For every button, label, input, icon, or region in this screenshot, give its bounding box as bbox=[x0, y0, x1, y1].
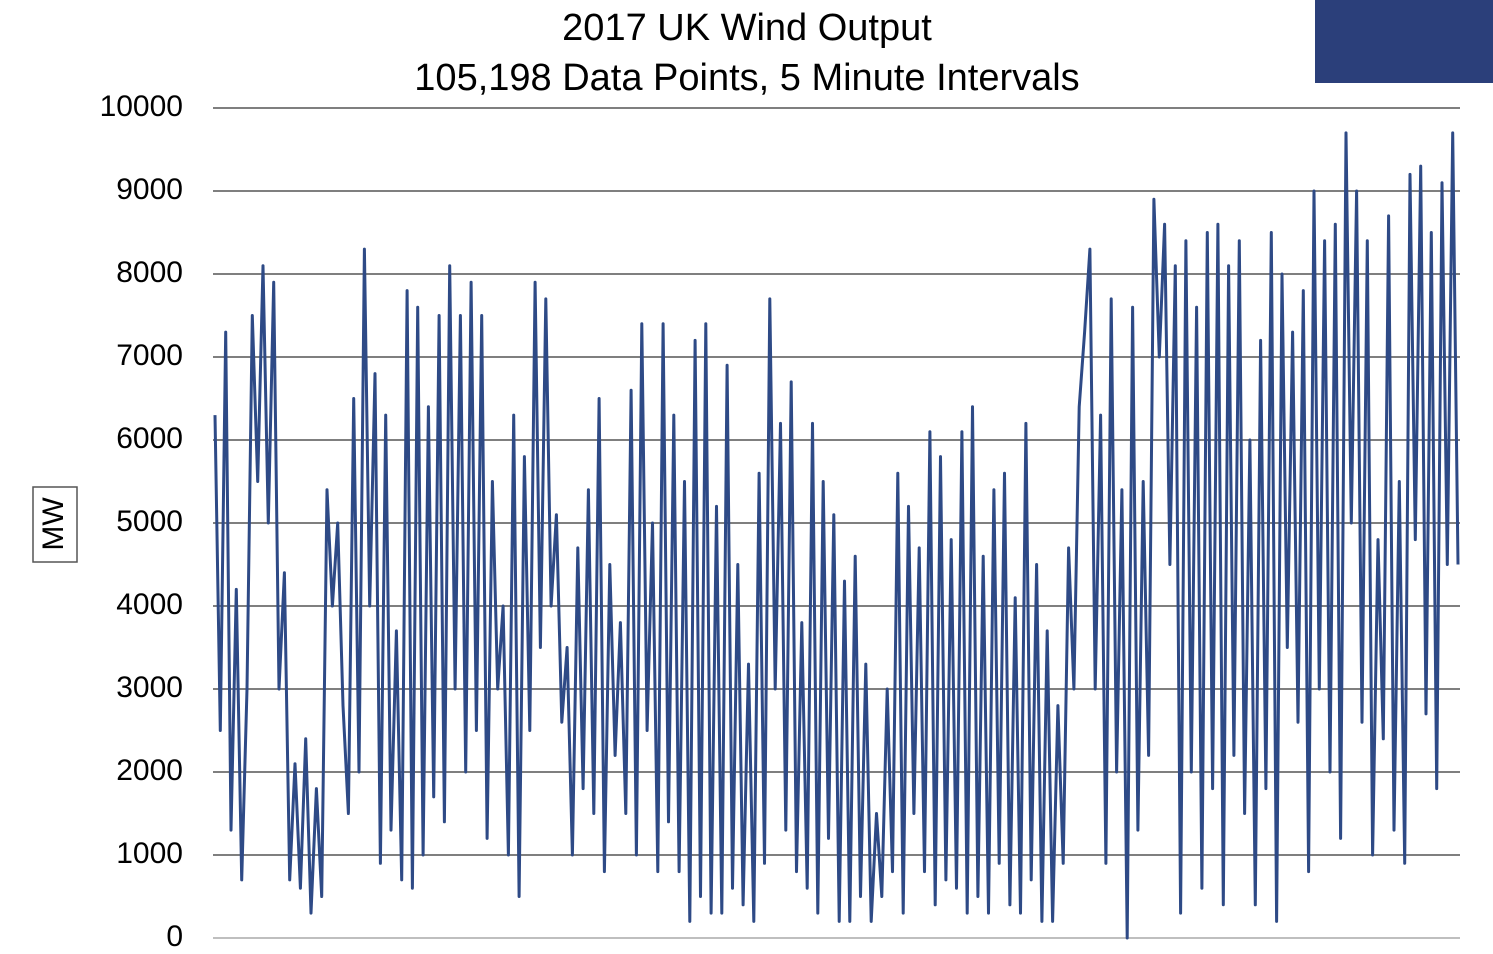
y-tick-label: 7000 bbox=[116, 339, 183, 372]
corner-image bbox=[1315, 0, 1493, 83]
chart-subtitle: 105,198 Data Points, 5 Minute Intervals bbox=[414, 57, 1079, 99]
y-tick-label: 9000 bbox=[116, 173, 183, 206]
y-tick-label: 6000 bbox=[116, 422, 183, 455]
y-tick-label: 4000 bbox=[116, 588, 183, 621]
y-tick-label: 3000 bbox=[116, 671, 183, 704]
y-tick-label: 0 bbox=[166, 920, 183, 953]
data-line bbox=[213, 131, 1460, 940]
y-tick-label: 2000 bbox=[116, 754, 183, 787]
y-tick-label: 10000 bbox=[100, 90, 183, 123]
y-tick-label: 1000 bbox=[116, 837, 183, 870]
y-tick-label: 8000 bbox=[116, 256, 183, 289]
y-axis-label: MW bbox=[37, 497, 70, 551]
y-label-box bbox=[32, 486, 78, 563]
chart-title: 2017 UK Wind Output bbox=[562, 7, 932, 49]
y-tick-label: 5000 bbox=[116, 505, 183, 538]
